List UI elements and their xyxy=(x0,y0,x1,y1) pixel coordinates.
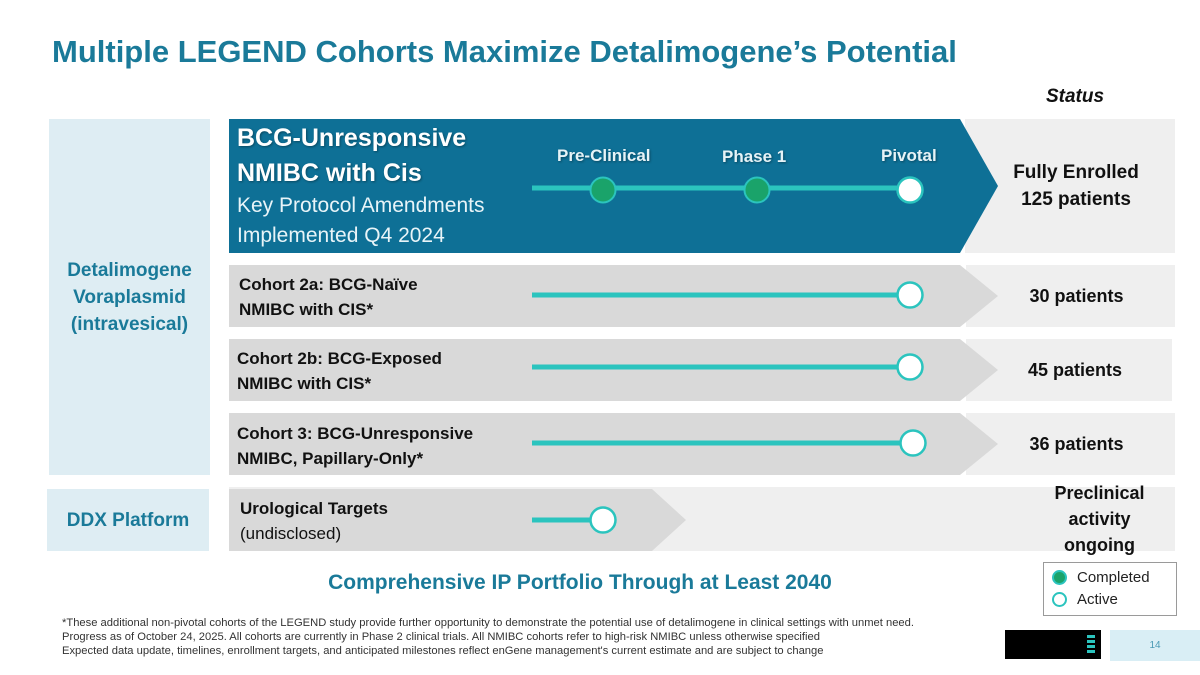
logo-mark-icon xyxy=(1087,635,1095,653)
completed-dot xyxy=(589,176,617,204)
active-dot xyxy=(896,176,924,204)
active-dot xyxy=(896,281,924,309)
page-number: 14 xyxy=(1110,630,1200,661)
status-header: Status xyxy=(1045,86,1105,107)
row-title-line: Urological Targets xyxy=(240,499,388,518)
status-box: 45 patients xyxy=(966,339,1172,401)
legend-completed: Completed xyxy=(1052,569,1150,586)
row-title-line: Cohort 2b: BCG-Exposed xyxy=(237,349,442,368)
row-title-line: NMIBC, Papillary-Only* xyxy=(237,449,424,468)
footnote-line: Expected data update, timelines, enrollm… xyxy=(62,645,824,657)
cohort-2b-label: Cohort 2b: BCG-Exposed NMIBC with CIS* xyxy=(237,346,442,396)
cohort-2a-label: Cohort 2a: BCG-Naïve NMIBC with CIS* xyxy=(239,272,418,322)
legend-completed-label: Completed xyxy=(1077,569,1150,586)
status-line: 30 patients xyxy=(1029,286,1124,306)
row-title-line: Cohort 2a: BCG-Naïve xyxy=(239,275,418,294)
status-box: Fully Enrolled 125 patients xyxy=(965,119,1175,253)
phase-label-preclinical: Pre-Clinical xyxy=(557,146,651,165)
legend-active: Active xyxy=(1052,591,1118,608)
category-line: DDX Platform xyxy=(66,509,190,531)
row-title-line: NMIBC with CIS* xyxy=(239,300,374,319)
footnote-line: Progress as of October 24, 2025. All coh… xyxy=(62,631,820,643)
category-line: (intravesical) xyxy=(70,313,189,335)
main-row-label: BCG-Unresponsive NMIBC with Cis Key Prot… xyxy=(237,121,484,251)
status-line: Fully Enrolled xyxy=(1013,162,1139,183)
cohort-3-label: Cohort 3: BCG-Unresponsive NMIBC, Papill… xyxy=(237,421,473,471)
row-title-line: NMIBC with CIS* xyxy=(237,374,372,393)
status-line: 45 patients xyxy=(1027,360,1123,380)
row-sub-line: Implemented Q4 2024 xyxy=(237,224,445,247)
row-sub-line: (undisclosed) xyxy=(240,524,342,543)
cohort-2b-arrow xyxy=(229,339,998,401)
completed-dot xyxy=(743,176,771,204)
row-title-line: Cohort 3: BCG-Unresponsive xyxy=(237,424,474,443)
legend-active-label: Active xyxy=(1077,591,1118,608)
active-dot-icon xyxy=(1052,592,1067,607)
ip-portfolio-text: Comprehensive IP Portfolio Through at Le… xyxy=(328,571,832,594)
completed-dot-icon xyxy=(1052,570,1067,585)
legend: Completed Active xyxy=(1043,562,1177,616)
row-title-line: NMIBC with Cis xyxy=(237,159,422,187)
ddx-category-box: DDX Platform xyxy=(47,489,209,551)
footnote-line: *These additional non-pivotal cohorts of… xyxy=(62,617,914,629)
ddx-row-label: Urological Targets (undisclosed) xyxy=(240,496,388,546)
status-box: 30 patients xyxy=(966,265,1175,327)
category-line: Detalimogene xyxy=(67,259,192,281)
detalimogene-category-box: Detalimogene Voraplasmid (intravesical) xyxy=(49,119,210,475)
row-title-line: BCG-Unresponsive xyxy=(237,124,467,152)
active-dot xyxy=(589,506,617,534)
slide-title: Multiple LEGEND Cohorts Maximize Detalim… xyxy=(52,34,957,69)
row-sub-line: Key Protocol Amendments xyxy=(237,194,485,217)
company-logo xyxy=(1005,630,1101,659)
phase-label-pivotal: Pivotal xyxy=(881,146,937,165)
status-box: 36 patients xyxy=(966,413,1175,475)
phase-label-phase1: Phase 1 xyxy=(722,147,787,166)
active-dot xyxy=(899,429,927,457)
status-line: 125 patients xyxy=(1021,189,1131,210)
ddx-row-arrow xyxy=(229,489,686,551)
status-line: ongoing xyxy=(1064,535,1135,555)
status-line: Preclinical activity xyxy=(1054,483,1145,529)
active-dot xyxy=(896,353,924,381)
footnotes: *These additional non-pivotal cohorts of… xyxy=(62,616,914,658)
category-line: Voraplasmid xyxy=(73,286,186,308)
status-line: 36 patients xyxy=(1029,434,1124,454)
